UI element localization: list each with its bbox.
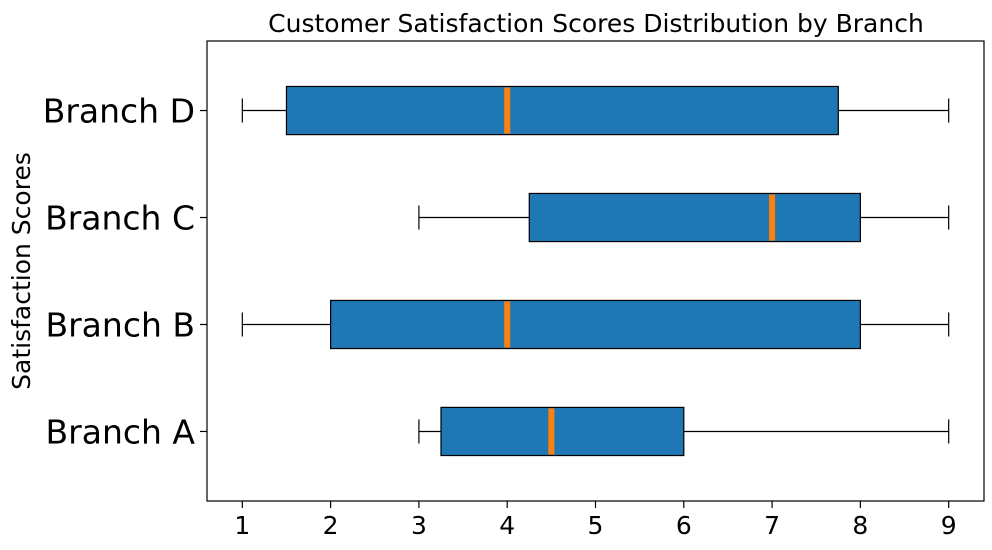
- x-tick-label: 7: [764, 511, 780, 540]
- iqr-box: [528, 192, 861, 243]
- x-tick-label: 2: [323, 511, 339, 540]
- x-tick-label: 5: [588, 511, 604, 540]
- y-tick-label: Branch A: [46, 412, 196, 451]
- y-axis: Branch A Branch B Branch C Branch D: [43, 92, 207, 451]
- iqr-box: [285, 85, 839, 136]
- x-tick-label: 4: [499, 511, 515, 540]
- iqr-box: [440, 406, 685, 457]
- y-axis-label: Satisfaction Scores: [7, 152, 36, 390]
- x-tick-label: 9: [941, 511, 957, 540]
- x-tick-label: 8: [852, 511, 868, 540]
- plot-marks: [241, 85, 950, 457]
- y-tick-label: Branch C: [45, 199, 195, 238]
- x-tick-label: 1: [234, 511, 250, 540]
- box-group-1: [418, 406, 950, 457]
- x-tick-label: 3: [411, 511, 427, 540]
- x-axis: 1 2 3 4 5 6 7 8 9: [234, 501, 957, 540]
- chart-title: Customer Satisfaction Scores Distributio…: [268, 9, 924, 38]
- iqr-box: [330, 299, 861, 350]
- x-tick-label: 6: [676, 511, 692, 540]
- box-group-3: [418, 192, 950, 243]
- y-tick-label: Branch B: [45, 305, 195, 344]
- y-tick-label: Branch D: [43, 92, 195, 131]
- box-group-4: [241, 85, 950, 136]
- box-group-2: [241, 299, 950, 350]
